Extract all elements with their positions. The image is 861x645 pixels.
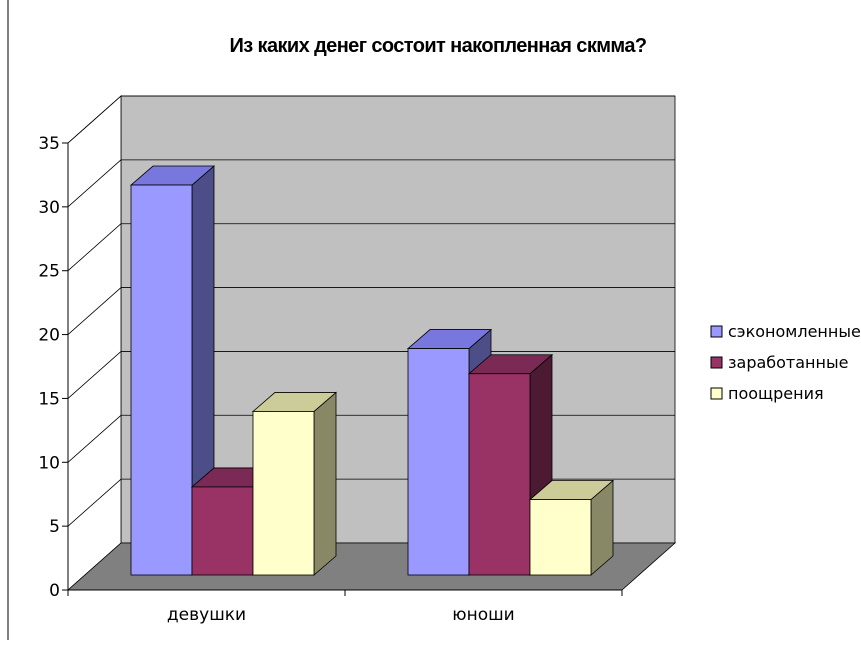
bar-front — [407, 348, 470, 576]
bar-2-1 — [528, 479, 615, 576]
gridline-side — [67, 223, 122, 272]
bar-front — [529, 499, 592, 576]
legend-swatch — [710, 387, 723, 400]
gridline-side — [67, 95, 122, 144]
y-tick-label: 0 — [49, 581, 60, 601]
legend-box — [703, 318, 861, 418]
x-tick-label: девушки — [167, 605, 246, 625]
chart-title: Из каких денег состоит накопленная скмма… — [229, 35, 646, 57]
bar-side — [313, 391, 337, 576]
y-tick-label: 20 — [38, 326, 60, 346]
gridline-side — [67, 478, 122, 527]
gridline-side — [67, 287, 122, 335]
gridline-side — [67, 159, 122, 208]
legend-label: заработанные — [728, 353, 848, 372]
gridline-side — [67, 414, 122, 463]
legend-swatch — [710, 356, 723, 369]
gridline-side — [67, 351, 122, 399]
bar-front — [468, 373, 531, 576]
legend: сэкономленные заработанные поощрения — [703, 318, 861, 418]
legend-label: поощрения — [728, 384, 824, 403]
legend-label: сэкономленные — [728, 322, 861, 341]
y-tick-label: 5 — [49, 517, 60, 537]
y-tick-label: 30 — [38, 198, 60, 218]
y-tick-label: 35 — [38, 134, 60, 154]
legend-swatch — [710, 325, 723, 338]
y-tick-label: 25 — [38, 262, 60, 282]
chart-side-wall — [67, 95, 122, 591]
y-tick-label: 10 — [38, 453, 60, 473]
bar-front — [191, 486, 254, 576]
x-tick-label: юноши — [452, 605, 514, 625]
y-tick-label: 15 — [38, 389, 60, 409]
plot-area: 0 5 10 15 20 25 30 35 девушки юноши — [38, 95, 677, 625]
bar-front — [130, 184, 193, 576]
bar-2-0 — [251, 391, 338, 576]
bar-front — [252, 411, 315, 576]
